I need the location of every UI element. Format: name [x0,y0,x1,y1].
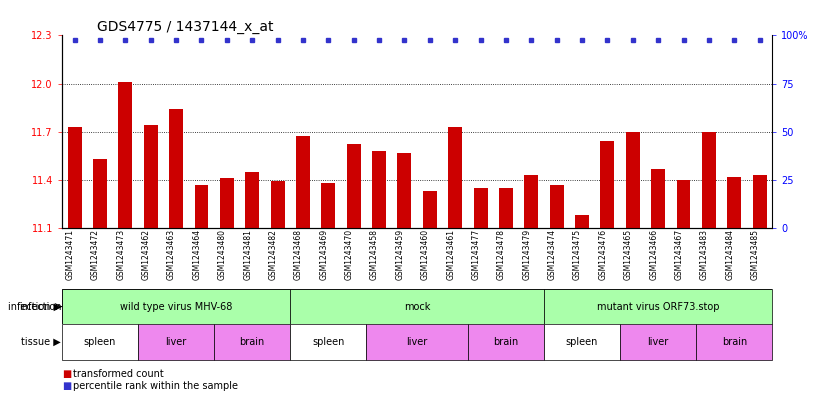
Bar [194,185,208,228]
Text: tissue ▶: tissue ▶ [21,337,61,347]
Bar [423,191,437,228]
Text: brain: brain [240,337,265,347]
Bar [296,136,310,228]
Bar [620,324,696,360]
Text: transformed count: transformed count [73,369,164,379]
Bar [651,169,665,228]
Text: brain: brain [493,337,519,347]
Text: spleen: spleen [566,337,598,347]
Bar [676,180,691,228]
Text: infection ▶: infection ▶ [8,301,61,312]
Text: mutant virus ORF73.stop: mutant virus ORF73.stop [597,301,719,312]
Text: liver: liver [165,337,187,347]
Bar [138,324,214,360]
Text: ■: ■ [62,381,71,391]
Bar [544,324,620,360]
Bar [601,141,615,228]
Text: liver: liver [406,337,428,347]
Bar [62,324,138,360]
Bar [575,215,589,228]
Text: spleen: spleen [83,337,116,347]
Text: spleen: spleen [312,337,344,347]
Bar [727,176,741,228]
Bar [367,324,468,360]
Bar [290,289,544,324]
Bar [93,159,107,228]
Bar [271,182,285,228]
Text: liver: liver [648,337,669,347]
Bar [473,188,487,228]
Text: GDS4775 / 1437144_x_at: GDS4775 / 1437144_x_at [97,20,274,34]
Text: brain: brain [722,337,747,347]
Bar [626,132,640,228]
Bar [321,183,335,228]
Text: wild type virus MHV-68: wild type virus MHV-68 [120,301,232,312]
Text: mock: mock [404,301,430,312]
Bar [372,151,386,228]
Bar [144,125,158,228]
Text: percentile rank within the sample: percentile rank within the sample [73,381,238,391]
Bar [702,132,716,228]
Bar [347,145,361,228]
Bar [62,289,290,324]
Bar [549,185,563,228]
Bar [118,82,132,228]
Bar [68,127,82,228]
Bar [468,324,544,360]
Text: infection: infection [19,301,61,312]
Bar [220,178,234,228]
Bar [499,188,513,228]
Bar [397,152,411,228]
Bar [544,289,772,324]
Text: ■: ■ [62,369,71,379]
Bar [245,172,259,228]
Bar [214,324,290,360]
Bar [169,109,183,228]
Bar [449,127,463,228]
Bar [525,175,539,228]
Bar [696,324,772,360]
Bar [290,324,367,360]
Bar [752,175,767,228]
